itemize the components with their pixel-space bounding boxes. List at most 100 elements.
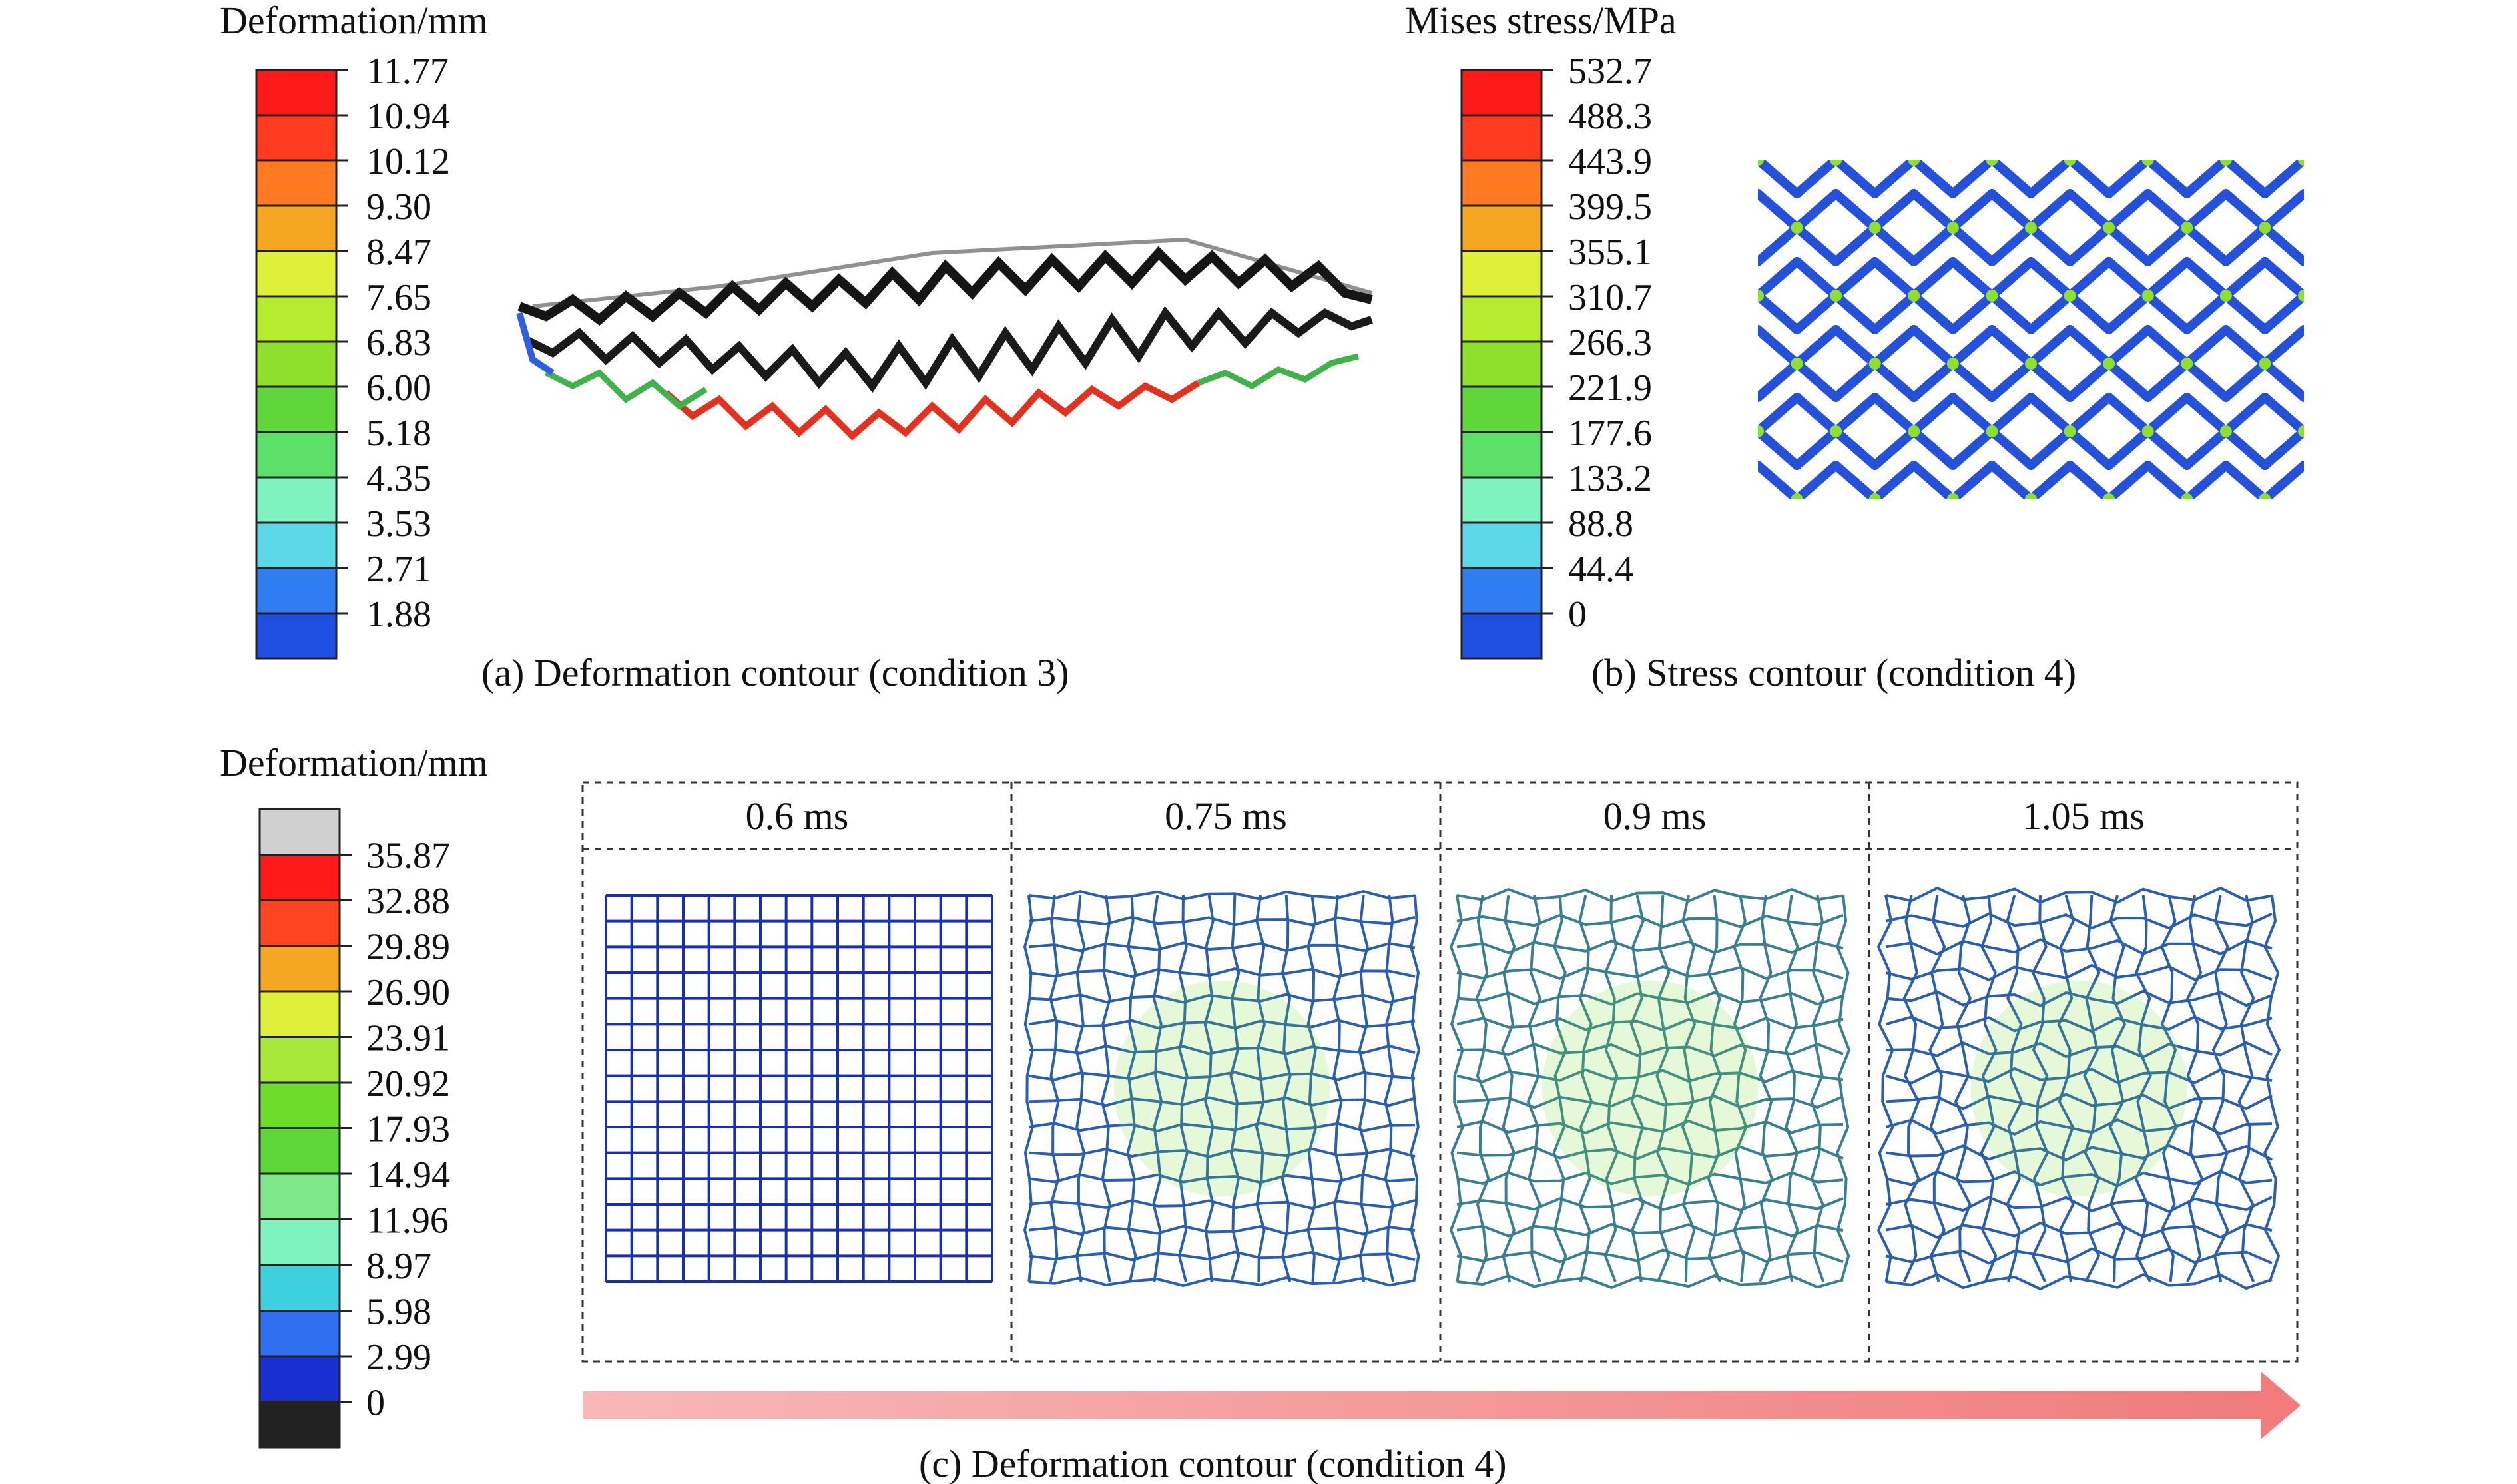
legend-swatch [255, 521, 338, 569]
strut [1758, 257, 1802, 302]
grid-line [1928, 895, 1946, 1282]
time-label-2: 0.75 ms [1165, 794, 1287, 838]
grid-line [1629, 895, 1645, 1282]
legend-value: 32.88 [366, 881, 450, 922]
panel-c-legend-title: Deformation/mm [220, 741, 488, 784]
legend-value: 9.30 [366, 186, 431, 228]
stress-hotspot [1791, 222, 1803, 234]
legend-swatch [255, 159, 338, 207]
stress-hotspot [2103, 493, 2115, 499]
legend-swatch [258, 1081, 341, 1129]
grid-line [1152, 895, 1163, 1282]
legend-value: 399.5 [1568, 186, 1652, 228]
panel-b: Mises stress/MPa 532.7488.3443.9399.5355… [1405, 0, 2304, 694]
legend-value: 0 [366, 1383, 385, 1424]
strut [1870, 160, 1921, 198]
legend-swatch [1460, 250, 1543, 298]
stress-hotspot [1868, 222, 1881, 234]
legend-value: 88.8 [1568, 503, 1633, 545]
panel-c-caption: (c) Deformation contour (condition 4) [919, 1442, 1507, 1484]
stress-hotspot [2181, 358, 2193, 370]
legend-value: 310.7 [1568, 277, 1652, 318]
stress-hotspot [2103, 222, 2115, 234]
legend-swatch [258, 1401, 341, 1449]
legend-value: 8.97 [366, 1246, 431, 1287]
stress-hotspot [1908, 290, 1920, 302]
strut [1758, 160, 1802, 198]
legend-value: 532.7 [1568, 51, 1652, 92]
legend-value: 488.3 [1568, 96, 1652, 137]
grid-line [2083, 895, 2101, 1282]
stress-lattice-top-view [1758, 160, 2304, 499]
stress-hotspot [1868, 493, 1881, 499]
grid-line [1526, 895, 1542, 1282]
legend-swatch [258, 854, 341, 901]
legend-swatch [1460, 385, 1543, 433]
grid-line [1177, 895, 1189, 1282]
grid-line [1876, 895, 1894, 1282]
grid-line [1028, 993, 1416, 1004]
grid-line [1332, 895, 1344, 1282]
deformation-zone [1970, 980, 2187, 1197]
legend-value: 266.3 [1568, 322, 1652, 364]
grid-line [1836, 895, 1851, 1282]
strut [1909, 461, 1960, 499]
legend-value: 355.1 [1568, 232, 1652, 273]
deformation-zone [1113, 980, 1330, 1197]
stress-hotspot [2181, 222, 2193, 234]
stress-hotspot [2298, 425, 2304, 437]
grid-line [1902, 895, 1920, 1282]
grid-line [1456, 991, 1844, 1006]
grid-line [2263, 895, 2281, 1282]
stress-hotspot [2298, 160, 2304, 166]
grid-line [1456, 1042, 1844, 1057]
stress-hotspot [1986, 160, 1998, 166]
legend-swatch [1460, 431, 1543, 479]
stress-hotspot [1908, 425, 1920, 437]
grid-line [1501, 895, 1516, 1282]
grid-line [1707, 895, 1722, 1282]
legend-value: 1.88 [366, 594, 431, 635]
grid-line [2057, 895, 2075, 1282]
panel-b-legend-title: Mises stress/MPa [1405, 0, 1677, 42]
stress-hotspot [1758, 425, 1764, 437]
legend-value: 11.77 [366, 51, 449, 92]
grid-line [1049, 895, 1060, 1282]
panel-a-legend-title: Deformation/mm [220, 0, 488, 42]
legend-swatch [255, 204, 338, 252]
deformation-grids [605, 886, 2281, 1291]
time-label-4: 1.05 ms [2022, 794, 2145, 838]
grid-line [1456, 939, 1844, 955]
legend-value: 44.4 [1568, 549, 1633, 590]
stress-hotspot [2141, 425, 2154, 437]
stress-hotspot [1868, 358, 1881, 370]
grid-line [1784, 895, 1799, 1282]
strut [1758, 289, 1802, 334]
legend-value: 2.99 [366, 1337, 431, 1378]
stress-hotspot [2181, 493, 2193, 499]
grid-line [1449, 895, 1464, 1282]
panel-b-legend: 532.7488.3443.9399.5355.1310.7266.3221.9… [1460, 51, 1652, 660]
grid-line [1255, 895, 1266, 1282]
stress-hotspot [1830, 425, 1842, 437]
stress-hotspot [1946, 222, 1959, 234]
time-arrow [583, 1371, 2301, 1439]
strut [1906, 160, 1958, 198]
grid-line [1980, 895, 1998, 1282]
legend-swatch [258, 1310, 341, 1358]
strut [1948, 160, 2000, 198]
stress-hotspot [2064, 290, 2076, 302]
legend-swatch [1460, 69, 1543, 117]
stress-hotspot [2219, 290, 2232, 302]
legend-swatch [255, 340, 338, 388]
grid-line [1885, 989, 2273, 1007]
grid-line [2160, 895, 2178, 1282]
grid-line [1733, 895, 1748, 1282]
grid-line [1456, 1274, 1844, 1290]
legend-swatch [255, 250, 338, 298]
grid-line [1456, 1171, 1844, 1186]
legend-value: 26.90 [366, 972, 450, 1013]
legend-value: 11.96 [366, 1200, 449, 1242]
grid-line [1885, 1170, 2273, 1188]
